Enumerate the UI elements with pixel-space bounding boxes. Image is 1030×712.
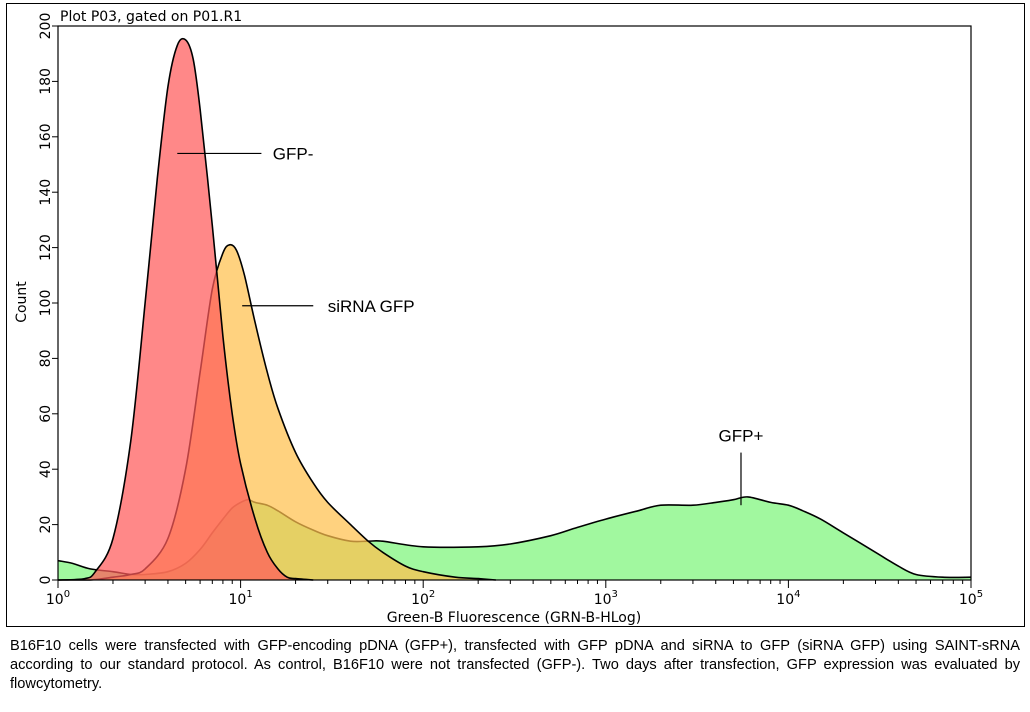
y-tick-label: 20	[38, 516, 54, 534]
x-tick-label: 101	[228, 589, 252, 608]
series-layer	[57, 37, 972, 581]
annotations: GFP-siRNA GFP GFP+	[177, 144, 764, 506]
y-axis-label: Count	[14, 281, 30, 323]
chart-title: Plot P03, gated on P01.R1	[60, 9, 242, 25]
x-tick-label: 105	[959, 589, 983, 608]
x-tick-label: 103	[594, 589, 618, 608]
x-tick-label: 100	[46, 589, 70, 608]
y-tick-label: 60	[38, 405, 54, 423]
series-area-sirna-gfp	[58, 244, 496, 580]
x-axis-label: Green-B Fluorescence (GRN-B-HLog)	[387, 610, 641, 626]
y-tick-label: 200	[38, 13, 54, 40]
y-tick-label: 180	[38, 68, 54, 95]
y-tick-label: 100	[38, 290, 54, 317]
y-tick-label: 80	[38, 349, 54, 367]
annotation-label-sirna-gfp: siRNA GFP	[328, 297, 415, 316]
annotation-label-gfp: GFP-	[273, 144, 314, 163]
annotation-label-gfp: GFP+	[719, 427, 764, 446]
series-area-gfp	[58, 38, 314, 581]
y-tick-label: 120	[38, 234, 54, 261]
x-tick-label: 104	[776, 589, 800, 608]
y-tick-label: 160	[38, 123, 54, 150]
figure-caption: B16F10 cells were transfected with GFP-e…	[10, 638, 1020, 692]
histogram-chart: 0 20 40 60 80 100 120 140 160 180 200 100 101 102 103 1…	[14, 9, 983, 626]
y-tick-label: 140	[38, 179, 54, 206]
y-tick-label: 0	[38, 576, 54, 585]
figure-frame	[6, 3, 1025, 627]
x-tick-label: 102	[411, 589, 435, 608]
y-tick-label: 40	[38, 460, 54, 478]
series-outline-gfp	[57, 37, 314, 581]
axis-ticks: 0 20 40 60 80 100 120 140 160 180 200 100 101 102 103 1…	[38, 13, 983, 608]
